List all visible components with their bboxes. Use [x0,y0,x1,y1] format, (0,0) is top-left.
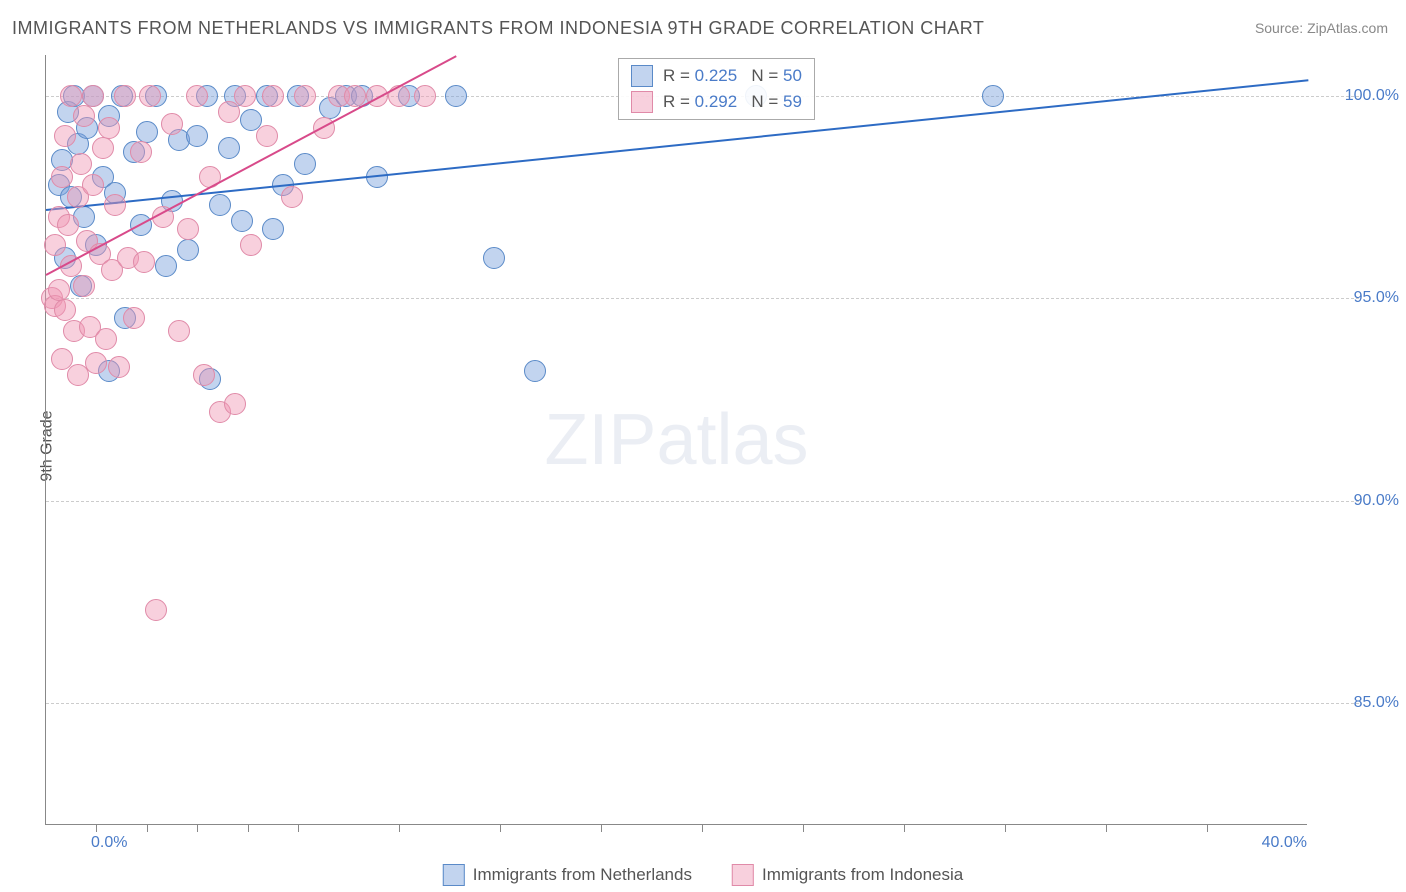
scatter-point [98,117,120,139]
scatter-point [67,364,89,386]
scatter-point [231,210,253,232]
scatter-point [262,218,284,240]
scatter-point [44,234,66,256]
scatter-point [54,299,76,321]
legend-row-netherlands: R = 0.225 N = 50 [631,63,802,89]
scatter-point [524,360,546,382]
scatter-point [108,356,130,378]
scatter-point [48,279,70,301]
legend-text-indonesia: R = 0.292 N = 59 [663,92,802,112]
chart-title: IMMIGRANTS FROM NETHERLANDS VS IMMIGRANT… [12,18,984,39]
scatter-point [234,85,256,107]
scatter-point [445,85,467,107]
series-label-netherlands: Immigrants from Netherlands [473,865,692,885]
scatter-point [483,247,505,269]
x-tick [298,824,299,832]
x-tick [1207,824,1208,832]
x-tick [904,824,905,832]
scatter-point [85,352,107,374]
legend-row-indonesia: R = 0.292 N = 59 [631,89,802,115]
scatter-point [168,320,190,342]
series-swatch-netherlands [443,864,465,886]
x-axis-min-label: 0.0% [91,834,127,852]
y-tick-label: 100.0% [1345,87,1399,105]
legend-text-netherlands: R = 0.225 N = 50 [663,66,802,86]
source-label: Source: ZipAtlas.com [1255,20,1388,36]
scatter-point [92,137,114,159]
scatter-point [256,125,278,147]
x-tick [803,824,804,832]
scatter-point [177,218,199,240]
scatter-point [82,85,104,107]
watermark: ZIPatlas [544,399,808,481]
scatter-point [388,85,410,107]
legend-swatch-indonesia [631,91,653,113]
scatter-point [281,186,303,208]
x-tick [1005,824,1006,832]
scatter-point [177,239,199,261]
x-tick [248,824,249,832]
scatter-point [133,251,155,273]
series-legend: Immigrants from Netherlands Immigrants f… [443,864,963,886]
scatter-point [57,214,79,236]
gridline [46,703,1359,704]
series-swatch-indonesia [732,864,754,886]
correlation-legend: R = 0.225 N = 50 R = 0.292 N = 59 [618,58,815,120]
plot-area: ZIPatlas 100.0%95.0%90.0%85.0%0.0%40.0% [45,55,1307,825]
scatter-point [218,137,240,159]
scatter-point [344,85,366,107]
scatter-point [209,194,231,216]
scatter-point [136,121,158,143]
scatter-point [161,113,183,135]
scatter-point [240,234,262,256]
scatter-point [193,364,215,386]
x-tick [147,824,148,832]
chart-container: IMMIGRANTS FROM NETHERLANDS VS IMMIGRANT… [0,0,1406,892]
scatter-point [60,85,82,107]
scatter-point [224,393,246,415]
scatter-point [114,85,136,107]
series-label-indonesia: Immigrants from Indonesia [762,865,963,885]
scatter-point [155,255,177,277]
scatter-point [186,125,208,147]
scatter-point [82,174,104,196]
scatter-point [414,85,436,107]
scatter-point [95,328,117,350]
scatter-point [73,105,95,127]
scatter-point [982,85,1004,107]
x-tick [96,824,97,832]
x-tick [399,824,400,832]
y-tick-label: 95.0% [1354,289,1399,307]
scatter-point [139,85,161,107]
x-tick [1106,824,1107,832]
scatter-point [70,153,92,175]
scatter-point [145,599,167,621]
x-tick [500,824,501,832]
x-tick [601,824,602,832]
series-legend-indonesia: Immigrants from Indonesia [732,864,963,886]
scatter-point [123,307,145,329]
legend-swatch-netherlands [631,65,653,87]
scatter-point [186,85,208,107]
x-axis-max-label: 40.0% [1262,834,1307,852]
scatter-point [294,153,316,175]
gridline [46,298,1359,299]
x-tick [702,824,703,832]
y-tick-label: 90.0% [1354,492,1399,510]
scatter-point [104,194,126,216]
scatter-point [130,141,152,163]
scatter-point [73,275,95,297]
gridline [46,501,1359,502]
y-tick-label: 85.0% [1354,694,1399,712]
scatter-point [218,101,240,123]
scatter-point [51,166,73,188]
series-legend-netherlands: Immigrants from Netherlands [443,864,692,886]
scatter-point [262,85,284,107]
scatter-point [294,85,316,107]
x-tick [197,824,198,832]
scatter-point [54,125,76,147]
